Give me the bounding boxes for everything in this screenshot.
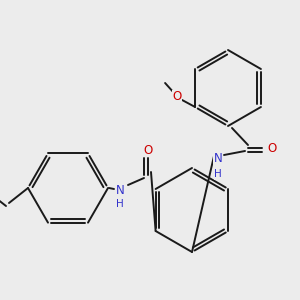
Text: N: N <box>214 152 222 164</box>
Text: O: O <box>172 91 182 103</box>
Text: N: N <box>116 184 124 196</box>
Text: H: H <box>214 169 222 179</box>
Text: H: H <box>116 199 124 209</box>
Text: O: O <box>143 143 153 157</box>
Text: O: O <box>267 142 277 154</box>
